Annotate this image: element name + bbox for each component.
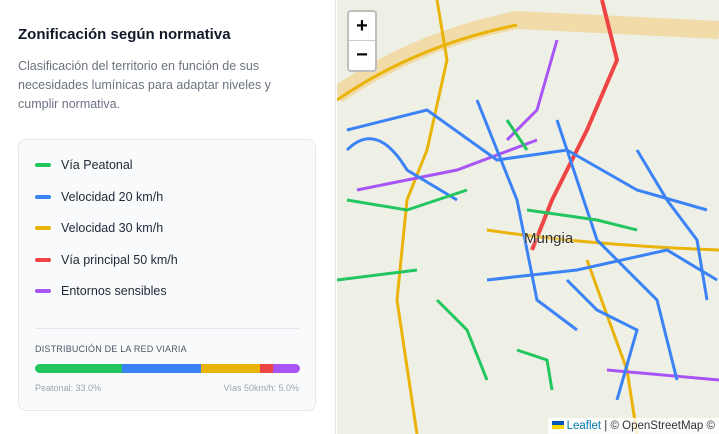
main-road-share: Vías 50km/h: 5.0%	[223, 383, 299, 393]
legend-label: Entornos sensibles	[61, 284, 167, 298]
legend-item: Velocidad 20 km/h	[35, 190, 163, 204]
distribution-title: DISTRIBUCIÓN DE LA RED VIARIA	[35, 344, 187, 354]
map[interactable]: Mungia + − Leaflet | © OpenStreetMap ©	[337, 0, 719, 434]
attribution: Leaflet | © OpenStreetMap ©	[547, 418, 719, 434]
panel-description: Clasificación del territorio en función …	[18, 59, 271, 111]
legend-swatch	[35, 194, 51, 199]
zoom-out-button[interactable]: −	[356, 44, 368, 66]
distribution-bar	[35, 364, 300, 373]
zoom-in-button[interactable]: +	[349, 12, 375, 41]
legend-card: Vía Peatonal Velocidad 20 km/h Velocidad 3…	[18, 139, 316, 411]
leaflet-link[interactable]: Leaflet	[566, 420, 602, 432]
divider	[35, 328, 299, 329]
distribution-segment	[260, 364, 274, 373]
road-network	[337, 0, 719, 434]
legend-swatch	[35, 226, 51, 230]
legend-swatch	[35, 257, 51, 262]
legend-label: Velocidad 30 km/h	[61, 221, 164, 235]
legend-item: Vía Peatonal	[35, 158, 133, 172]
legend-item: Entornos sensibles	[35, 284, 167, 298]
distribution-segment	[273, 364, 300, 373]
attribution-text: | © OpenStreetMap ©	[601, 420, 715, 432]
panel-title: Zonificación según normativa	[18, 26, 231, 43]
distribution-segment	[122, 364, 201, 373]
zoom-control: + −	[347, 10, 377, 72]
legend-item: Vía principal 50 km/h	[35, 253, 178, 267]
pedestrian-share: Peatonal: 33.0%	[35, 383, 102, 393]
distribution-segment	[35, 364, 123, 373]
town-label: Mungia	[524, 230, 574, 247]
side-panel: Zonificación según normativa Clasificaci…	[0, 0, 336, 434]
ukraine-flag-icon	[551, 421, 564, 429]
legend-item: Velocidad 30 km/h	[35, 221, 163, 235]
legend-swatch	[35, 289, 51, 293]
legend-label: Velocidad 20 km/h	[61, 189, 164, 204]
legend-label: Vía Peatonal	[61, 158, 133, 172]
distribution-segment	[200, 364, 261, 373]
legend-swatch	[35, 163, 51, 167]
legend-label: Vía principal 50 km/h	[61, 252, 178, 267]
